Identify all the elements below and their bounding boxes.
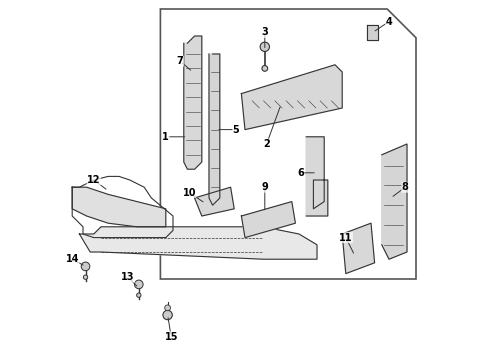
Text: 5: 5 — [233, 125, 240, 135]
Circle shape — [137, 293, 141, 297]
Text: 13: 13 — [121, 272, 135, 282]
Text: 10: 10 — [182, 188, 196, 198]
Text: 9: 9 — [262, 182, 268, 192]
Text: 4: 4 — [386, 17, 392, 27]
Text: 15: 15 — [165, 332, 178, 342]
Polygon shape — [382, 144, 407, 259]
Polygon shape — [184, 36, 202, 169]
Text: 14: 14 — [66, 254, 79, 264]
Text: 7: 7 — [177, 56, 184, 66]
Polygon shape — [242, 65, 342, 130]
Circle shape — [165, 305, 171, 311]
Text: 12: 12 — [87, 175, 100, 185]
Circle shape — [260, 42, 270, 51]
Circle shape — [163, 310, 172, 320]
Polygon shape — [306, 137, 328, 216]
Text: 6: 6 — [297, 168, 304, 178]
Text: 1: 1 — [162, 132, 169, 142]
Polygon shape — [209, 54, 220, 205]
Polygon shape — [79, 227, 317, 259]
Circle shape — [81, 262, 90, 271]
Text: 2: 2 — [263, 139, 270, 149]
Text: 11: 11 — [339, 233, 352, 243]
Polygon shape — [242, 202, 295, 238]
Polygon shape — [72, 187, 166, 227]
Circle shape — [262, 66, 268, 71]
Text: 3: 3 — [262, 27, 268, 37]
Circle shape — [83, 275, 88, 279]
Polygon shape — [342, 223, 374, 274]
Polygon shape — [368, 25, 378, 40]
Circle shape — [134, 280, 143, 289]
Polygon shape — [195, 187, 234, 216]
Text: 8: 8 — [402, 182, 409, 192]
